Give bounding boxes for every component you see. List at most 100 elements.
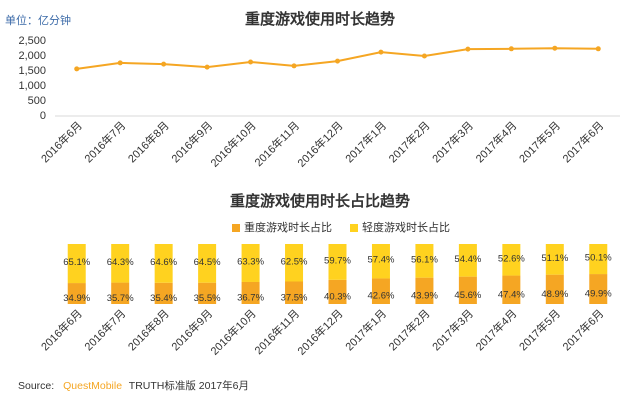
bar-segment <box>154 244 173 283</box>
legend-label: 重度游戏时长占比 <box>244 220 332 234</box>
x-tick-label: 2016年6月 <box>38 306 85 353</box>
bar-segment <box>285 244 304 282</box>
value-label: 40.3% <box>324 291 351 302</box>
x-tick-label: 2017年4月 <box>472 306 519 353</box>
x-tick-label: 2016年9月 <box>168 118 215 165</box>
point <box>248 59 254 65</box>
bar-segment <box>111 282 130 304</box>
x-tick-label: 2017年4月 <box>472 118 519 165</box>
point <box>291 63 297 69</box>
bar-segment <box>198 282 217 304</box>
value-label: 48.9% <box>541 289 568 300</box>
value-label: 35.5% <box>194 293 221 304</box>
value-label: 37.5% <box>281 292 308 303</box>
x-tick-label: 2016年9月 <box>168 306 215 353</box>
x-tick-label: 2017年1月 <box>342 118 389 165</box>
value-label: 57.4% <box>367 255 394 266</box>
value-label: 50.1% <box>585 253 612 264</box>
x-tick-label: 2017年5月 <box>516 118 563 165</box>
bar-segment <box>545 274 564 304</box>
x-tick-label: 2016年7月 <box>81 118 128 165</box>
value-label: 47.4% <box>498 289 525 300</box>
x-tick-label: 2017年3月 <box>429 306 476 353</box>
value-label: 45.6% <box>454 290 481 301</box>
x-tick-label: 2017年6月 <box>559 306 606 353</box>
value-label: 52.6% <box>498 253 525 264</box>
bar-segment <box>198 244 217 283</box>
value-label: 62.5% <box>281 256 308 267</box>
x-tick-label: 2017年2月 <box>386 118 433 165</box>
bar-segment <box>241 281 260 304</box>
value-label: 34.9% <box>63 293 90 304</box>
value-label: 65.1% <box>63 257 90 268</box>
bar-segment <box>371 278 390 304</box>
legend-label: 轻度游戏时长占比 <box>362 220 450 234</box>
value-label: 35.4% <box>150 293 177 304</box>
value-label: 51.1% <box>541 253 568 264</box>
value-label: 64.6% <box>150 257 177 268</box>
y-tick-label: 2,000 <box>18 50 46 62</box>
bar-segment <box>241 244 260 282</box>
value-label: 63.3% <box>237 257 264 268</box>
bar-segment <box>328 279 347 304</box>
unit-label: 单位：亿分钟 <box>5 13 71 27</box>
x-tick-label: 2017年1月 <box>342 306 389 353</box>
bar-segment <box>502 275 521 304</box>
y-tick-label: 0 <box>40 110 46 122</box>
point <box>335 58 340 64</box>
point <box>595 46 601 52</box>
point <box>74 66 80 72</box>
x-tick-label: 2016年6月 <box>38 118 85 165</box>
bar-segment <box>545 244 564 275</box>
x-tick-label: 2017年6月 <box>559 118 606 165</box>
source-text: TRUTH标准版 2017年6月 <box>129 379 249 392</box>
point <box>161 61 167 67</box>
point <box>378 49 384 55</box>
point <box>117 60 123 66</box>
point <box>508 46 514 52</box>
line <box>76 47 599 70</box>
y-tick-label: 1,000 <box>18 80 46 92</box>
bar-segment <box>67 283 86 304</box>
bar-segment <box>589 274 608 304</box>
x-tick-label: 2016年12月 <box>294 306 345 357</box>
x-tick-label: 2017年5月 <box>516 306 563 353</box>
value-label: 42.6% <box>367 291 394 302</box>
bar-segment <box>154 282 173 304</box>
bar-segment <box>328 244 347 280</box>
source-label: Source: <box>18 380 54 392</box>
bar-segment <box>111 244 130 283</box>
x-tick-label: 2017年2月 <box>386 306 433 353</box>
value-label: 54.4% <box>454 254 481 265</box>
value-label: 35.7% <box>107 293 134 304</box>
y-tick-label: 500 <box>28 95 46 107</box>
x-tick-label: 2016年10月 <box>207 306 258 357</box>
bar-segment <box>415 277 434 304</box>
point <box>204 64 210 70</box>
bar-segment <box>415 244 434 278</box>
value-label: 59.7% <box>324 255 351 266</box>
bar-segment <box>285 281 304 304</box>
y-tick-label: 2,500 <box>18 35 46 47</box>
legend-swatch <box>350 224 358 232</box>
point <box>465 46 471 52</box>
chart-title: 重度游戏使用时长趋势 <box>245 10 395 28</box>
x-tick-label: 2016年10月 <box>207 118 258 169</box>
bar-segment <box>371 244 390 279</box>
value-label: 56.1% <box>411 254 438 265</box>
source: Source: QuestMobile TRUTH标准版 2017年6月 <box>18 379 249 392</box>
value-label: 36.7% <box>237 293 264 304</box>
legend-swatch <box>232 224 240 232</box>
x-tick-label: 2016年12月 <box>294 118 345 169</box>
x-tick-label: 2016年8月 <box>125 118 172 165</box>
value-label: 43.9% <box>411 290 438 301</box>
chart-title: 重度游戏使用时长占比趋势 <box>230 192 410 210</box>
x-tick-label: 2017年3月 <box>429 118 476 165</box>
value-label: 49.9% <box>585 289 612 300</box>
bar-segment <box>458 276 477 304</box>
value-label: 64.5% <box>194 257 221 268</box>
x-tick-label: 2016年7月 <box>81 306 128 353</box>
point <box>552 45 558 51</box>
bar-segment <box>67 244 86 284</box>
